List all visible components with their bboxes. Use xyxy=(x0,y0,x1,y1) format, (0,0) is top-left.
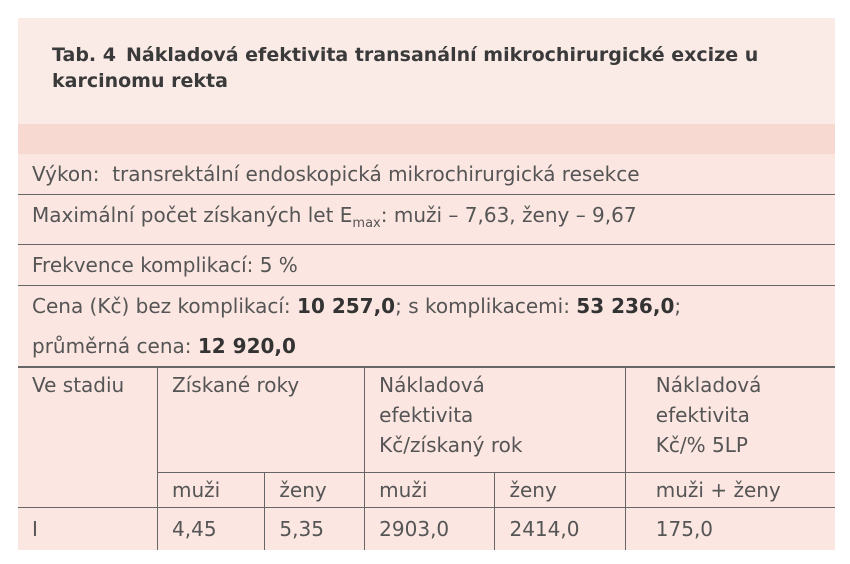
data-cell: 2414,0 xyxy=(494,507,626,550)
subheader-cell: ženy xyxy=(494,472,626,508)
table-label: Tab. 4 xyxy=(52,44,116,66)
data-cell: I xyxy=(18,507,158,550)
table-title: Nákladová efektivita transanální mikroch… xyxy=(52,44,759,92)
title: Tab. 4 Nákladová efektivita transanální m… xyxy=(18,18,835,124)
data-cell: 2903,0 xyxy=(364,507,495,550)
header-cell: Nákladová efektivita Kč/získaný rok xyxy=(364,367,626,473)
info-row: Maximální počet získaných let Emax: muži… xyxy=(18,195,835,245)
subheader-cell: muži + ženy xyxy=(624,472,835,508)
info-text: Maximální počet získaných let E xyxy=(32,203,353,227)
subheader-cell: muži xyxy=(157,472,265,508)
info-text: ; xyxy=(674,294,682,318)
info-text: 53 236,0 xyxy=(576,294,675,318)
info-row: průměrná cena: 12 920,0 xyxy=(18,326,835,367)
subheader-row: muži ženy muži ženy muži + ženy xyxy=(18,472,835,508)
info-rows: Výkon: transrektální endoskopická mikroc… xyxy=(18,154,835,367)
info-text: průměrná cena: xyxy=(32,334,198,358)
data-cell: 175,0 xyxy=(624,507,835,550)
strip xyxy=(18,124,835,154)
subheader-cell: ženy xyxy=(264,472,365,508)
info-text: 12 920,0 xyxy=(197,334,296,358)
info-row: Frekvence komplikací: 5 % xyxy=(18,245,835,286)
subheader-cell: muži xyxy=(364,472,495,508)
header-cell: Ve stadiu xyxy=(18,367,158,508)
info-row: Výkon: transrektální endoskopická mikroc… xyxy=(18,154,835,195)
data-cell: 4,45 xyxy=(157,507,265,550)
table-body: Výkon: transrektální endoskopická mikroc… xyxy=(18,154,835,550)
info-text: max xyxy=(352,216,381,231)
data-cell: 5,35 xyxy=(264,507,365,550)
info-text: Cena (Kč) bez komplikací: xyxy=(32,294,298,318)
info-text: 10 257,0 xyxy=(297,294,396,318)
info-text: ; s komplikacemi: xyxy=(395,294,577,318)
table-card: Tab. 4 Nákladová efektivita transanální m… xyxy=(18,18,835,550)
info-text: Výkon: transrektální endoskopická mikroc… xyxy=(32,162,640,186)
data-table: Ve stadiu Získané roky Nákladová efektivit… xyxy=(18,367,835,550)
header-cell: Získané roky xyxy=(157,367,365,473)
header-row: Ve stadiu Získané roky Nákladová efektivit… xyxy=(18,367,835,508)
info-text: : muži – 7,63, ženy – 9,67 xyxy=(380,203,637,227)
info-text: Frekvence komplikací: 5 % xyxy=(32,253,298,277)
data-row: I 4,45 5,35 2903,0 2414,0 175,0 xyxy=(18,507,835,550)
header-cell: Nákladová efektivita Kč/% 5LP xyxy=(624,367,835,473)
info-row: Cena (Kč) bez komplikací: 10 257,0; s ko… xyxy=(18,286,835,326)
